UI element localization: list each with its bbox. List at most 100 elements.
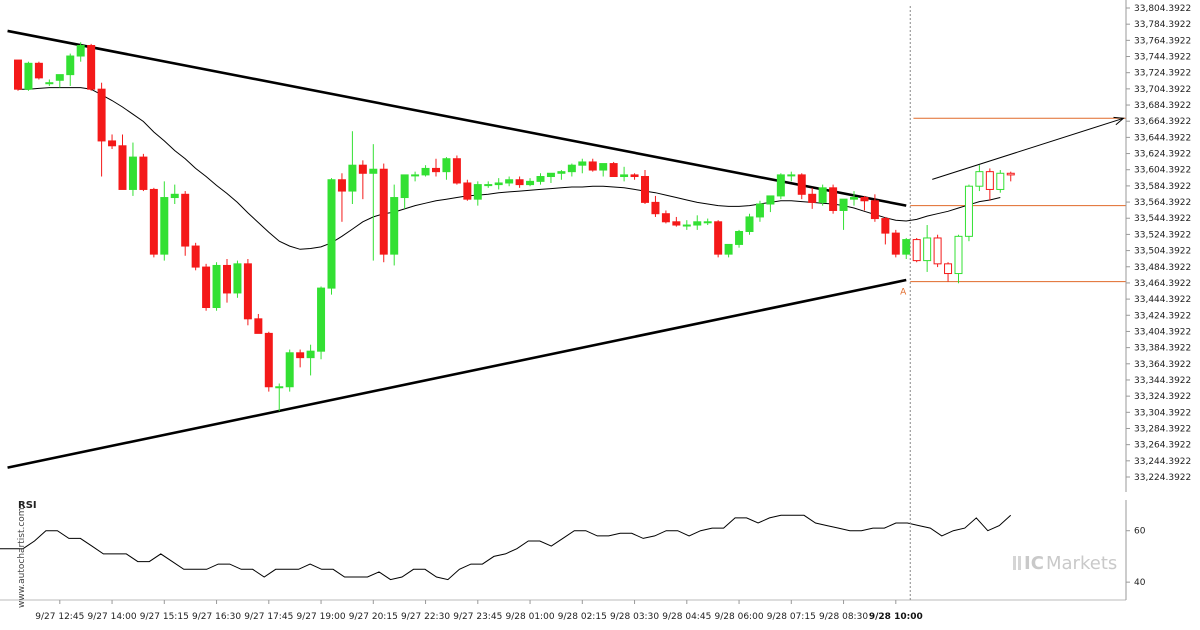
price-tick-label: 33,504.3922 — [1134, 247, 1191, 257]
price-tick-label: 33,704.3922 — [1134, 85, 1191, 95]
candle — [964, 184, 973, 242]
candle-body — [567, 164, 576, 173]
pattern-point-label: A — [900, 288, 907, 298]
candle-body — [411, 174, 420, 177]
price-tick-label: 33,444.3922 — [1134, 295, 1191, 305]
time-tick-label: 9/28 08:30 — [819, 612, 868, 622]
candle — [693, 215, 702, 230]
price-tick-label: 33,384.3922 — [1134, 344, 1191, 354]
candle — [34, 61, 43, 80]
time-tick-label: 9/28 07:15 — [767, 612, 816, 622]
candle — [223, 258, 231, 303]
candle-body — [160, 197, 169, 255]
candle — [724, 243, 733, 258]
candle-body — [755, 203, 764, 218]
candle — [411, 171, 420, 182]
candle — [327, 178, 336, 295]
price-tick-label: 33,604.3922 — [1134, 166, 1191, 176]
candle-body — [808, 193, 817, 203]
candle — [672, 216, 681, 227]
candle — [442, 157, 451, 180]
candle — [954, 234, 963, 284]
time-tick-label: 9/27 23:45 — [453, 612, 502, 622]
candle — [766, 195, 775, 213]
candle — [369, 144, 378, 261]
candle-body — [369, 168, 378, 174]
price-axis: 33,804.3922 33,784.3922 33,764.3922 33,744.… — [1125, 0, 1191, 492]
brand-ic: IC — [1024, 553, 1044, 574]
rsi-tick-label: 40 — [1134, 578, 1146, 588]
candle — [850, 191, 858, 206]
price-tick-label: 33,584.3922 — [1134, 182, 1191, 192]
candle-body — [641, 176, 649, 203]
arrow-shaft — [932, 117, 1124, 180]
candle — [358, 160, 367, 200]
candle — [275, 383, 284, 412]
candle-body — [66, 55, 75, 76]
candle — [170, 184, 179, 205]
candle-body — [317, 287, 326, 352]
time-tick-label: 9/28 04:45 — [662, 612, 711, 622]
candle-body — [233, 263, 242, 294]
price-tick-label: 33,424.3922 — [1134, 311, 1191, 321]
candle-body — [797, 174, 806, 195]
price-tick-label: 33,644.3922 — [1134, 133, 1191, 143]
candle — [755, 200, 764, 222]
candle — [160, 181, 169, 261]
time-tick-label: 9/27 15:15 — [140, 612, 189, 622]
candle — [264, 331, 273, 392]
candle-body — [24, 62, 33, 90]
price-tick-label: 33,484.3922 — [1134, 263, 1191, 273]
candle-body — [850, 197, 858, 200]
time-tick-label: 9/28 02:15 — [558, 612, 607, 622]
candle — [839, 198, 848, 230]
candle — [923, 225, 932, 272]
time-tick-label: 9/27 12:45 — [35, 612, 84, 622]
candle — [944, 262, 953, 282]
candle — [881, 216, 890, 245]
candle-body — [912, 239, 921, 262]
candle — [985, 168, 994, 201]
candle-body — [776, 174, 785, 197]
candle-body — [923, 237, 932, 262]
candle-body — [108, 140, 117, 147]
rsi-tick-label: 60 — [1134, 527, 1146, 537]
rsi-panel: 60 40 — [0, 500, 1146, 600]
price-tick-label: 33,344.3922 — [1134, 376, 1191, 386]
candle — [317, 286, 326, 360]
candle-body — [379, 168, 388, 255]
candle — [24, 61, 33, 91]
candle — [337, 173, 346, 222]
time-tick-label: 9/27 16:30 — [192, 612, 241, 622]
candle — [557, 170, 566, 180]
candle-body — [34, 62, 43, 79]
price-tick-label: 33,684.3922 — [1134, 101, 1191, 111]
candle — [45, 79, 54, 86]
candle — [87, 43, 96, 91]
candle-body — [745, 216, 754, 232]
candle-body — [264, 332, 273, 388]
candle-body — [661, 213, 670, 223]
candle — [808, 187, 817, 209]
candle — [285, 349, 294, 392]
candle — [473, 181, 482, 206]
price-tick-label: 33,324.3922 — [1134, 392, 1191, 402]
candle — [578, 158, 587, 174]
candle — [348, 131, 357, 205]
candle — [546, 172, 555, 183]
candle-body — [494, 182, 503, 186]
candle-body — [149, 188, 158, 255]
candle — [202, 263, 211, 311]
candle-body — [390, 197, 399, 255]
projection-arrow — [932, 116, 1125, 180]
price-tick-label: 33,524.3922 — [1134, 230, 1191, 240]
candle-body — [87, 45, 96, 90]
candle-body — [839, 198, 848, 211]
price-tick-label: 33,364.3922 — [1134, 360, 1191, 370]
candle — [651, 195, 660, 217]
candle-body — [735, 230, 744, 245]
candle — [379, 163, 388, 263]
time-tick-label: 9/27 17:45 — [244, 612, 293, 622]
candle — [975, 165, 984, 192]
time-tick-label: 9/28 06:00 — [715, 612, 764, 622]
